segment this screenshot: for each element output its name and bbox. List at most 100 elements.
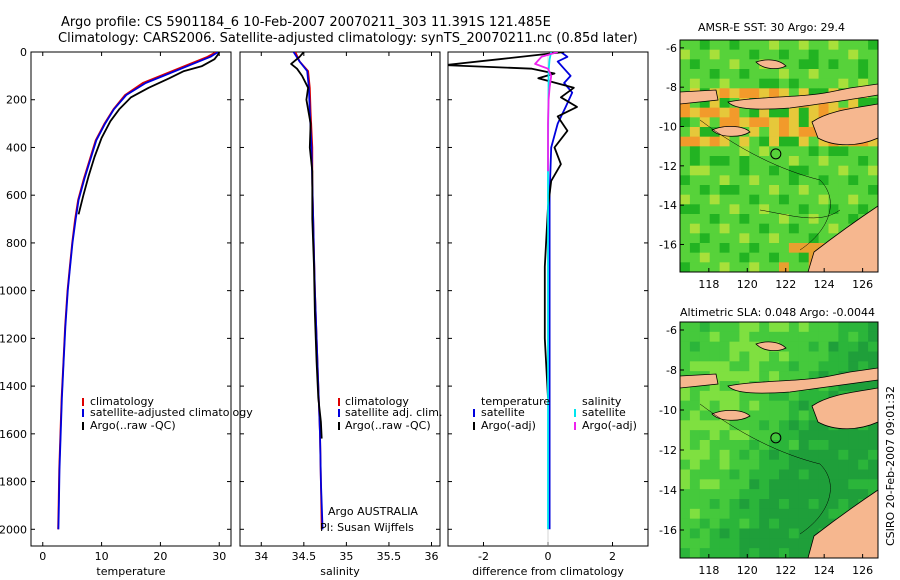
sst-map-cell <box>689 243 701 253</box>
sst-map-cell <box>808 243 819 253</box>
sst-map-cell <box>779 223 790 234</box>
sst-map-cell <box>749 88 760 99</box>
sla-map-cell <box>699 410 710 421</box>
sst-map-cell <box>689 223 701 234</box>
sla-map-cell <box>818 351 829 362</box>
sla-map-cell <box>709 499 720 510</box>
sst-map-cell <box>709 175 720 186</box>
depth-tick-label: 2000 <box>0 523 27 536</box>
sst-map-cell <box>788 185 800 195</box>
sla-map-cell <box>759 538 770 549</box>
sst-map-cell <box>680 175 691 186</box>
sla-map-cell <box>779 420 790 431</box>
sst-map-cell <box>798 165 809 176</box>
sst-map-cell <box>749 136 760 147</box>
sla-map-cell <box>858 341 869 352</box>
sla-map-cell <box>680 341 691 352</box>
sst-map-cell <box>788 204 800 215</box>
sla-map-cell <box>739 548 750 558</box>
sst-map-cell <box>769 233 780 244</box>
sst-map-cell <box>739 185 750 195</box>
sst-map-cell <box>828 156 839 166</box>
sla-map-cell <box>828 479 839 490</box>
sla-map-cell <box>699 331 710 342</box>
sla-map-cell <box>818 499 829 510</box>
sla-map-cell <box>848 459 859 470</box>
sla-map-cell <box>749 548 760 558</box>
sla-map-cell <box>719 440 730 451</box>
sla-map-cell <box>749 430 760 441</box>
sla-map-cell <box>788 390 800 401</box>
sst-map-cell <box>848 185 859 195</box>
sla-map-cell <box>838 459 849 470</box>
sst-map-cell <box>788 156 800 166</box>
sst-map-cell <box>769 223 780 234</box>
sla-map-cell <box>838 489 849 500</box>
sst-map-cell <box>798 78 809 89</box>
sla-map-cell <box>828 508 839 519</box>
sla-map-cell <box>798 341 809 352</box>
sst-map-cell <box>769 156 780 166</box>
sst-map-cell <box>749 214 760 224</box>
sla-map-cell <box>798 518 809 529</box>
sla-map-cell <box>788 479 800 490</box>
sla-map-cell <box>680 351 691 362</box>
sst-map-cell <box>709 262 720 272</box>
salinity-xtick-label: 36 <box>424 550 438 563</box>
sst-map-cell <box>779 40 790 50</box>
sla-map-cell <box>719 538 730 549</box>
sla-map-cell <box>749 400 760 411</box>
sla-map-cell <box>828 390 839 401</box>
sst-map-cell <box>818 49 829 60</box>
sla-map-cell <box>709 489 720 500</box>
sla-map-cell <box>699 341 710 352</box>
temperature-xtick-label: 0 <box>39 550 46 563</box>
sla-map-cell <box>838 361 849 372</box>
sla-map-cell <box>759 371 770 382</box>
sla-map-cell <box>848 361 859 372</box>
sst-map-cell <box>779 107 790 118</box>
sst-map-cell <box>798 88 809 99</box>
sst-map-cell <box>798 127 809 137</box>
sst-map-cell <box>749 78 760 89</box>
sst-map-cell <box>680 107 691 118</box>
sst-map-cell <box>739 78 750 89</box>
sla-map-cell <box>680 390 691 401</box>
sst-map-cell <box>699 243 710 253</box>
sst-map-cell <box>818 194 829 205</box>
sla-map-cell <box>729 469 740 480</box>
sst-map-cell <box>759 69 770 79</box>
sla-map-cell <box>788 351 800 362</box>
sst-map-ytick-label: -12 <box>659 160 677 173</box>
sst-map-cell <box>719 194 730 205</box>
depth-tick-label: 1800 <box>0 476 27 489</box>
sla-map-cell <box>749 371 760 382</box>
pi-label: PI: Susan Wijffels <box>320 521 414 534</box>
sst-map-cell <box>709 165 720 176</box>
salinity-panel: 34 34.5 35 35.5 36 salinity <box>239 51 441 578</box>
sla-map-cell <box>680 528 691 539</box>
sst-map-cell <box>808 233 819 244</box>
sst-map-cell <box>779 165 790 176</box>
sst-map-cell <box>709 107 720 118</box>
sst-map-cell <box>828 49 839 60</box>
sla-map-cell <box>689 420 701 431</box>
sst-map-cell <box>868 136 878 147</box>
sla-map-cell <box>769 508 780 519</box>
sst-map-cell <box>779 127 790 137</box>
sst-map-ytick-label: -6 <box>666 42 677 55</box>
sla-map-cell <box>739 528 750 539</box>
sla-map-cell <box>868 381 878 392</box>
sst-map-cell <box>749 262 760 272</box>
temperature-series-2 <box>77 52 221 215</box>
sla-map-cell <box>739 331 750 342</box>
sst-map-cell <box>788 214 800 224</box>
sla-map-cell <box>749 410 760 421</box>
sst-map-cell <box>719 252 730 263</box>
sla-map-cell <box>779 508 790 519</box>
sst-map-cell <box>769 243 780 253</box>
sst-map-cell <box>798 40 809 50</box>
sst-map-cell <box>838 204 849 215</box>
sst-map-cell <box>828 146 839 157</box>
sst-map-cell <box>759 194 770 205</box>
